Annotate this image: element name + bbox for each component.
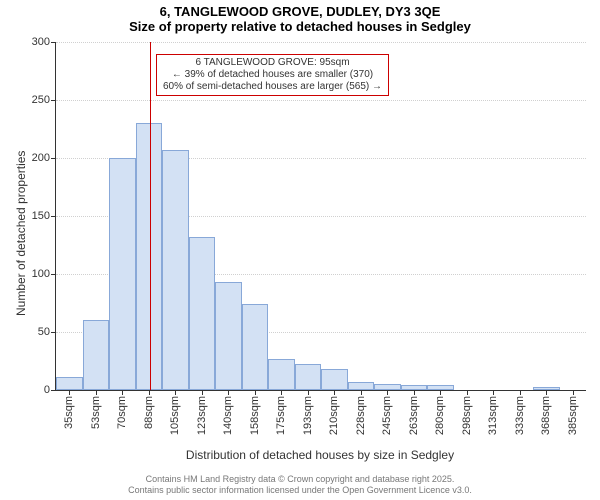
histogram-bar [136,123,163,390]
gridline [56,100,586,101]
xtick-label: 175sqm [275,396,287,435]
xtick-mark [520,390,521,395]
xtick-mark [96,390,97,395]
xtick-label: 313sqm [487,396,499,435]
annotation-line: 6 TANGLEWOOD GROVE: 95sqm [163,57,382,69]
histogram-bar [83,320,110,390]
xtick-label: 88sqm [143,396,155,429]
xtick-mark [334,390,335,395]
xtick-mark [573,390,574,395]
histogram-bar [268,359,295,390]
xtick-label: 140sqm [222,396,234,435]
xtick-label: 228sqm [355,396,367,435]
xtick-mark [175,390,176,395]
histogram-bar [242,304,269,390]
ytick-label: 300 [32,36,56,48]
histogram-bar [427,385,454,390]
gridline [56,42,586,43]
xtick-label: 333sqm [514,396,526,435]
chart-title-main: 6, TANGLEWOOD GROVE, DUDLEY, DY3 3QE [0,0,600,19]
attribution-line1: Contains HM Land Registry data © Crown c… [0,474,600,485]
xtick-mark [228,390,229,395]
xtick-label: 298sqm [461,396,473,435]
xtick-label: 210sqm [328,396,340,435]
histogram-bar [56,377,83,390]
xtick-mark [122,390,123,395]
xtick-mark [255,390,256,395]
xtick-label: 263sqm [408,396,420,435]
attribution-line2: Contains public sector information licen… [0,485,600,496]
xtick-mark [361,390,362,395]
ytick-label: 100 [32,268,56,280]
ytick-label: 200 [32,152,56,164]
histogram-bar [295,364,322,390]
xtick-mark [440,390,441,395]
xtick-mark [308,390,309,395]
reference-line [150,42,151,390]
annotation-box: 6 TANGLEWOOD GROVE: 95sqm← 39% of detach… [156,54,389,96]
xtick-label: 280sqm [434,396,446,435]
y-axis-label: Number of detached properties [14,151,28,316]
xtick-label: 105sqm [169,396,181,435]
xtick-label: 245sqm [381,396,393,435]
histogram-chart: 6, TANGLEWOOD GROVE, DUDLEY, DY3 3QE Siz… [0,0,600,500]
histogram-bar [109,158,136,390]
plot-area: 6 TANGLEWOOD GROVE: 95sqm← 39% of detach… [55,42,586,391]
chart-title-sub: Size of property relative to detached ho… [0,19,600,34]
x-axis-label: Distribution of detached houses by size … [55,448,585,462]
histogram-bar [401,385,428,390]
xtick-label: 53sqm [90,396,102,429]
xtick-label: 70sqm [116,396,128,429]
xtick-mark [546,390,547,395]
xtick-mark [69,390,70,395]
ytick-label: 150 [32,210,56,222]
histogram-bar [215,282,242,390]
xtick-label: 123sqm [196,396,208,435]
xtick-mark [281,390,282,395]
xtick-label: 35sqm [63,396,75,429]
annotation-line: 60% of semi-detached houses are larger (… [163,81,382,93]
histogram-bar [321,369,348,390]
xtick-label: 193sqm [302,396,314,435]
histogram-bar [189,237,216,390]
annotation-line: ← 39% of detached houses are smaller (37… [163,69,382,81]
xtick-mark [387,390,388,395]
xtick-mark [493,390,494,395]
histogram-bar [533,387,560,390]
xtick-label: 158sqm [249,396,261,435]
histogram-bar [162,150,189,390]
histogram-bar [348,382,375,390]
xtick-mark [202,390,203,395]
attribution-text: Contains HM Land Registry data © Crown c… [0,474,600,496]
ytick-label: 250 [32,94,56,106]
ytick-label: 0 [44,384,56,396]
histogram-bar [374,384,401,390]
xtick-mark [414,390,415,395]
ytick-label: 50 [38,326,56,338]
xtick-mark [149,390,150,395]
xtick-mark [467,390,468,395]
xtick-label: 385sqm [567,396,579,435]
xtick-label: 368sqm [540,396,552,435]
